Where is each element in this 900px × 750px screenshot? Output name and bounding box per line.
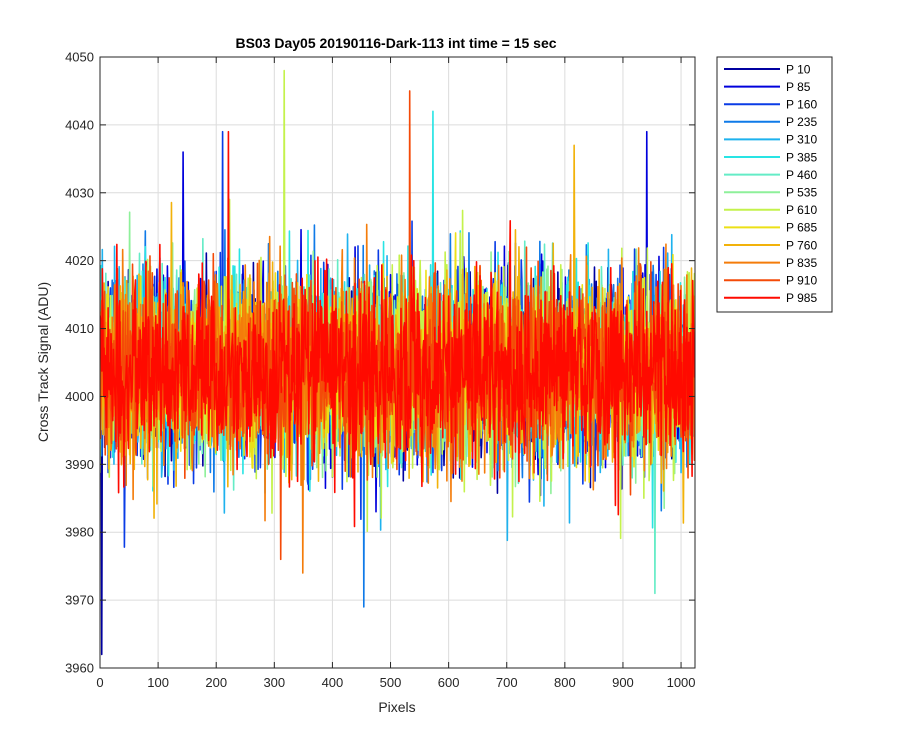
legend-label: P 985: [786, 291, 817, 305]
y-tick-label: 3970: [65, 593, 94, 608]
x-tick-label: 100: [147, 675, 169, 690]
legend-label: P 10: [786, 62, 811, 76]
y-tick-label: 4020: [65, 253, 94, 268]
legend-label: P 460: [786, 168, 817, 182]
x-tick-label: 700: [496, 675, 518, 690]
y-tick-label: 4000: [65, 389, 94, 404]
y-tick-label: 4010: [65, 321, 94, 336]
y-tick-label: 4050: [65, 50, 94, 65]
x-tick-label: 500: [380, 675, 402, 690]
legend-box: [716, 56, 833, 313]
y-tick-label: 3990: [65, 457, 94, 472]
legend-label: P 610: [786, 203, 817, 217]
legend-label: P 835: [786, 256, 817, 270]
x-tick-label: 600: [438, 675, 460, 690]
y-tick-labels: 3960 3970 3980 3990 4000 4010 4020 4030 4040 4050: [65, 50, 94, 676]
legend-label: P 760: [786, 238, 817, 252]
y-axis-label: Cross Track Signal (ADU): [35, 282, 51, 442]
x-tick-labels: 0 100 200 300 400 500 600 700 800 900 1000: [96, 675, 695, 690]
legend-label: P 685: [786, 221, 817, 235]
y-tick-label: 3960: [65, 661, 94, 676]
legend-label: P 385: [786, 150, 817, 164]
legend-label: P 160: [786, 98, 817, 112]
legend-label: P 85: [786, 80, 811, 94]
legend-entries: P 10 P 85 P 160 P 235 P 310 P 385 P 460 P 535 P …: [724, 62, 817, 305]
y-tick-label: 3980: [65, 525, 94, 540]
x-tick-label: 900: [612, 675, 634, 690]
y-tick-label: 4040: [65, 117, 94, 132]
x-tick-label: 200: [205, 675, 227, 690]
axis-ticks: [99, 56, 695, 669]
x-tick-label: 0: [96, 675, 103, 690]
plot-frame: [99, 56, 696, 669]
legend-label: P 310: [786, 133, 817, 147]
legend-label: P 910: [786, 274, 817, 288]
chart-title: BS03 Day05 20190116-Dark-113 int time = …: [235, 35, 556, 51]
x-tick-label: 300: [263, 675, 285, 690]
x-tick-label: 800: [554, 675, 576, 690]
data-series-group: [100, 69, 695, 656]
legend-label: P 535: [786, 186, 817, 200]
x-tick-label: 1000: [667, 675, 696, 690]
series-line-p-985: [100, 130, 695, 528]
legend: P 10 P 85 P 160 P 235 P 310 P 385 P 460 P 535 P …: [716, 56, 833, 313]
x-axis-label: Pixels: [378, 699, 415, 715]
y-tick-label: 4030: [65, 185, 94, 200]
legend-label: P 235: [786, 115, 817, 129]
x-tick-label: 400: [322, 675, 344, 690]
